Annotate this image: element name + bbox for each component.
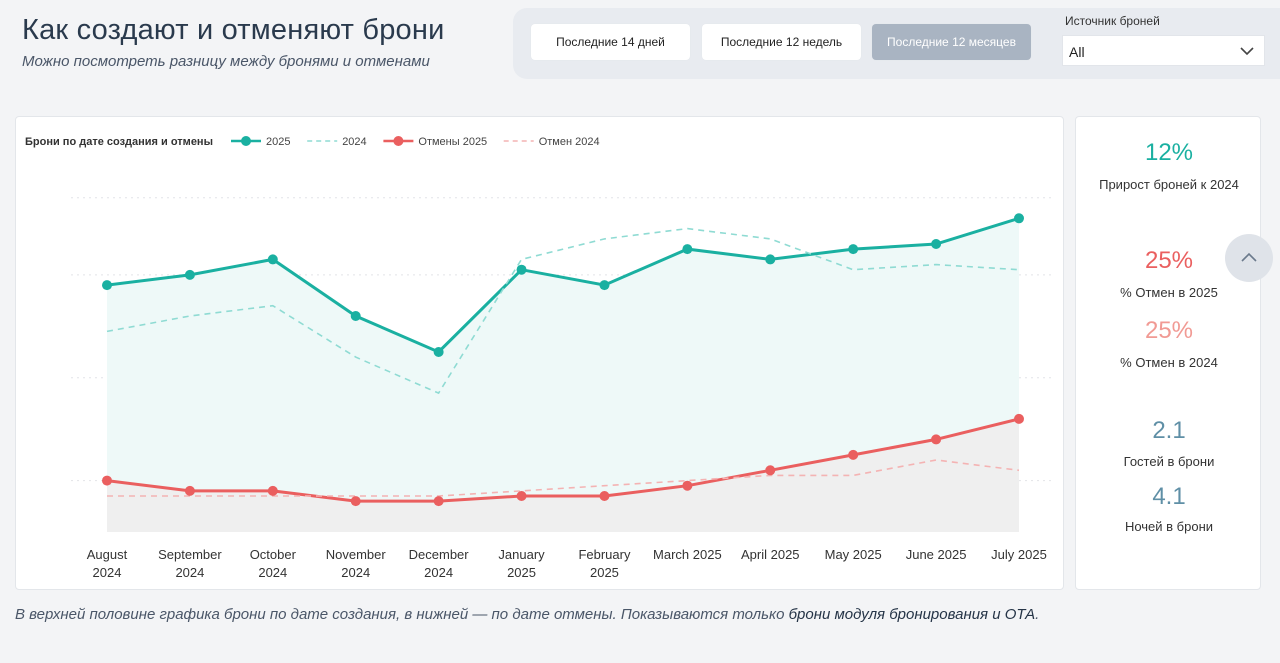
- data-point: [931, 434, 942, 445]
- cancellations-2025-area: [107, 418, 1019, 532]
- x-tick-label: December: [409, 547, 470, 562]
- series-line-2: [106, 417, 1020, 503]
- legend-label: Отмены 2025: [418, 136, 487, 148]
- x-tick-label: 2024: [341, 565, 370, 580]
- data-point: [765, 465, 776, 476]
- footnote-text: В верхней половине графика брони по дате…: [15, 606, 789, 623]
- chevron-up-icon: [1241, 252, 1257, 262]
- kpi-panel: 12% Прирост броней к 2024 25% % Отмен в …: [1075, 116, 1261, 590]
- data-point: [350, 311, 361, 321]
- data-point: [516, 491, 527, 501]
- data-point: [516, 264, 527, 275]
- data-point: [848, 449, 859, 460]
- data-point: [433, 496, 444, 507]
- x-tick-label: 2025: [507, 565, 536, 580]
- legend-label: 2024: [342, 136, 366, 148]
- series-line-3: [107, 459, 1020, 497]
- data-point: [102, 280, 112, 291]
- footnote-end: .: [1035, 606, 1040, 623]
- x-tick-label: October: [250, 547, 297, 562]
- data-point: [682, 480, 693, 491]
- data-point: [184, 269, 195, 280]
- page-subtitle: Можно посмотреть разницу между бронями и…: [22, 53, 430, 70]
- series-line-1: [106, 227, 1020, 395]
- x-tick-label: 2024: [258, 565, 287, 580]
- chevron-down-icon: [1238, 42, 1256, 65]
- kpi-cancel-2024-label: % Отмен в 2024: [1120, 355, 1218, 370]
- kpi-guests-label: Гостей в брони: [1123, 454, 1215, 469]
- source-dropdown[interactable]: All: [1062, 35, 1265, 66]
- bookings-2025-area: [107, 218, 1019, 533]
- kpi-nights-value: 4.1: [1152, 483, 1186, 510]
- data-point: [267, 485, 278, 496]
- x-tick-label: 2024: [93, 565, 122, 580]
- page-title: Как создают и отменяют брони: [22, 14, 445, 46]
- data-point: [599, 491, 610, 501]
- series-line-0: [106, 216, 1020, 354]
- kpi-guests-value: 2.1: [1152, 417, 1186, 444]
- x-tick-label: July 2025: [991, 547, 1047, 562]
- scroll-up-button[interactable]: [1225, 234, 1273, 282]
- legend-marker: [241, 136, 251, 146]
- legend-label: Отмен 2024: [539, 136, 600, 148]
- kpi-growth-label: Прирост броней к 2024: [1099, 177, 1239, 192]
- x-tick-label: May 2025: [825, 547, 882, 562]
- data-point: [599, 280, 610, 291]
- x-tick-label: April 2025: [741, 547, 800, 562]
- legend-marker: [393, 136, 404, 146]
- x-tick-label: 2024: [175, 565, 204, 580]
- filter-bar: Последние 14 дней Последние 12 недель По…: [513, 8, 1280, 79]
- data-point: [848, 244, 859, 255]
- x-tick-label: September: [158, 547, 222, 562]
- kpi-cancel-2025-label: % Отмен в 2025: [1120, 285, 1218, 300]
- data-point: [267, 254, 278, 265]
- data-point: [765, 254, 776, 265]
- legend-label: 2025: [266, 136, 290, 148]
- kpi-cancel-2025-value: 25%: [1144, 247, 1194, 274]
- x-tick-label: November: [326, 547, 387, 562]
- period-12-weeks-button[interactable]: Последние 12 недель: [702, 24, 861, 60]
- footnote-link[interactable]: брони модуля бронирования и ОТА: [788, 606, 1036, 623]
- data-point: [1014, 213, 1024, 224]
- data-point: [350, 496, 361, 507]
- x-tick-label: June 2025: [906, 547, 967, 562]
- kpi-growth-value: 12%: [1144, 139, 1194, 166]
- data-point: [184, 485, 195, 496]
- data-point: [102, 475, 112, 486]
- bookings-line-chart: August 2024 September 2024 October 2024 Novemb…: [25, 136, 1051, 580]
- period-12-months-button[interactable]: Последние 12 месяцев: [872, 24, 1031, 60]
- source-filter-label: Источник броней: [1065, 14, 1160, 28]
- x-tick-label: 2025: [590, 565, 619, 580]
- kpi-cancel-2024-value: 25%: [1144, 317, 1194, 344]
- footnote: В верхней половине графика брони по дате…: [15, 606, 1039, 623]
- data-point: [1014, 413, 1024, 424]
- bookings-chart: August 2024 September 2024 October 2024 Novemb…: [15, 116, 1064, 590]
- x-tick-label: 2024: [424, 565, 453, 580]
- x-tick-label: January: [498, 547, 545, 562]
- x-tick-label: March 2025: [653, 547, 722, 562]
- chart-title: Брони по дате создания и отмены: [25, 136, 213, 148]
- x-tick-label: February: [578, 547, 631, 562]
- source-selected-value: All: [1069, 44, 1085, 60]
- x-tick-label: August: [87, 547, 128, 562]
- period-14-days-button[interactable]: Последние 14 дней: [531, 24, 690, 60]
- data-point: [931, 239, 942, 249]
- kpi-nights-label: Ночей в брони: [1124, 519, 1214, 534]
- data-point: [682, 244, 693, 255]
- data-point: [433, 347, 444, 357]
